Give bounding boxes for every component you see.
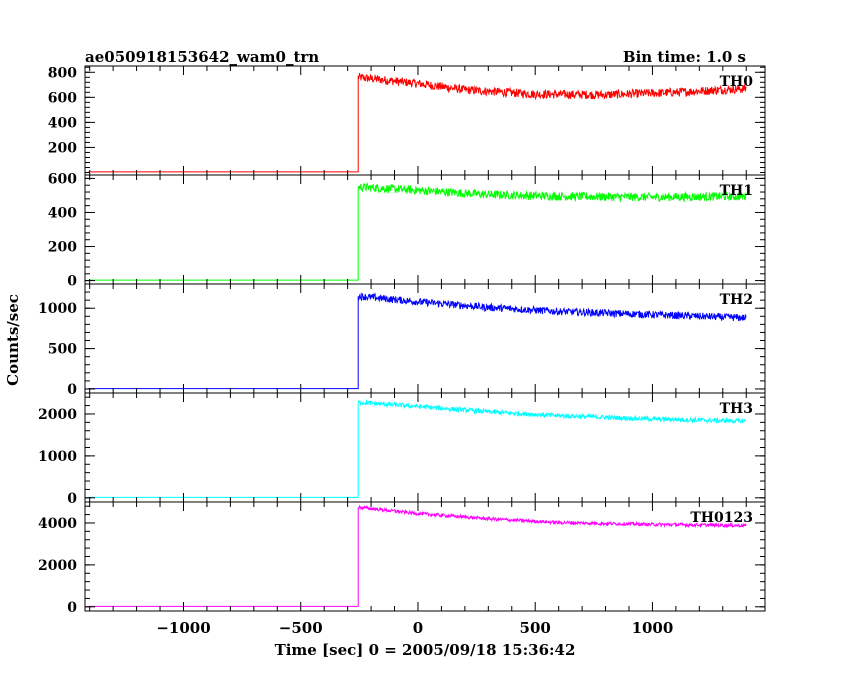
y-tick-label: 400 xyxy=(48,205,77,221)
x-tick-label: −1000 xyxy=(156,619,210,637)
y-tick-label: 0 xyxy=(67,382,77,398)
panel-label-th0: TH0 xyxy=(720,74,754,90)
panel-label-th3: TH3 xyxy=(720,401,753,417)
y-tick-label: 0 xyxy=(67,274,77,290)
series-line-th1 xyxy=(88,182,747,281)
series-line-th0123 xyxy=(88,504,747,607)
y-axis-label: Counts/sec xyxy=(4,294,22,386)
x-tick-label: 500 xyxy=(520,619,551,637)
y-tick-label: 400 xyxy=(48,115,77,131)
chart-title: ae050918153642_wam0_trn xyxy=(85,48,319,66)
y-tick-label: 200 xyxy=(48,240,77,256)
y-tick-label: 800 xyxy=(48,65,77,81)
y-tick-label: 600 xyxy=(48,90,77,106)
y-tick-label: 2000 xyxy=(38,407,77,423)
panel-label-th1: TH1 xyxy=(720,183,753,199)
y-tick-label: 1000 xyxy=(38,301,77,317)
x-axis-label: Time [sec] 0 = 2005/09/18 15:36:42 xyxy=(275,641,576,659)
series-line-th3 xyxy=(88,398,747,498)
y-tick-label: 2000 xyxy=(38,558,77,574)
series-line-th2 xyxy=(88,292,747,390)
x-tick-label: −500 xyxy=(279,619,323,637)
x-tick-label: 0 xyxy=(413,619,423,637)
panel-frame-th0 xyxy=(84,65,766,176)
panel-label-th0123: TH0123 xyxy=(690,510,753,526)
y-tick-label: 0 xyxy=(67,600,77,616)
panel-label-th2: TH2 xyxy=(720,292,753,308)
y-tick-label: 0 xyxy=(67,491,77,507)
y-tick-label: 4000 xyxy=(38,516,77,532)
panel-frame-th0123 xyxy=(84,501,766,612)
series-line-th0 xyxy=(88,73,747,173)
x-tick-label: 1000 xyxy=(632,619,674,637)
panel-frame-th3 xyxy=(84,392,766,503)
bin-time-label: Bin time: 1.0 s xyxy=(623,48,746,66)
y-tick-label: 600 xyxy=(48,171,77,187)
y-tick-label: 500 xyxy=(48,342,77,358)
y-tick-label: 200 xyxy=(48,140,77,156)
y-tick-label: 1000 xyxy=(38,449,77,465)
